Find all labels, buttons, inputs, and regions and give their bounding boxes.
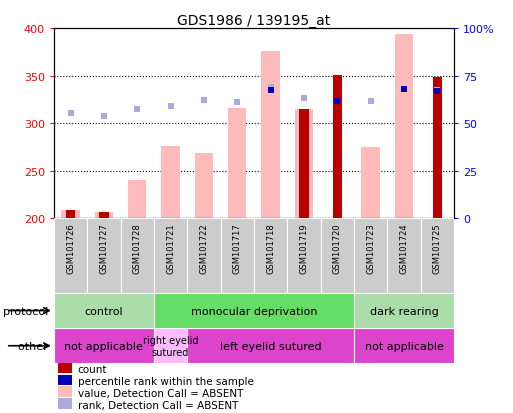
Text: GSM101718: GSM101718 xyxy=(266,223,275,273)
Bar xyxy=(262,52,280,219)
Text: not applicable: not applicable xyxy=(365,341,443,351)
Bar xyxy=(228,109,246,219)
Bar xyxy=(154,328,187,363)
Bar xyxy=(354,219,387,293)
Text: GSM101727: GSM101727 xyxy=(100,223,108,273)
Bar xyxy=(287,219,321,293)
Bar xyxy=(66,210,75,219)
Bar xyxy=(54,293,154,328)
Bar xyxy=(295,110,313,219)
Bar xyxy=(58,399,72,409)
Bar xyxy=(62,210,80,219)
Bar xyxy=(58,387,72,397)
Bar xyxy=(321,219,354,293)
Bar xyxy=(162,147,180,219)
Bar xyxy=(195,153,213,219)
Title: GDS1986 / 139195_at: GDS1986 / 139195_at xyxy=(177,14,330,28)
Bar xyxy=(432,77,442,219)
Text: GSM101717: GSM101717 xyxy=(233,223,242,273)
Text: percentile rank within the sample: percentile rank within the sample xyxy=(78,376,254,386)
Bar xyxy=(421,219,454,293)
Text: rank, Detection Call = ABSENT: rank, Detection Call = ABSENT xyxy=(78,400,238,410)
Bar xyxy=(154,219,187,293)
Bar xyxy=(354,293,454,328)
Bar xyxy=(254,219,287,293)
Text: GSM101719: GSM101719 xyxy=(300,223,308,273)
Text: GSM101726: GSM101726 xyxy=(66,223,75,273)
Text: GSM101721: GSM101721 xyxy=(166,223,175,273)
Text: control: control xyxy=(85,306,123,316)
Bar xyxy=(121,219,154,293)
Bar xyxy=(87,219,121,293)
Text: right eyelid
sutured: right eyelid sutured xyxy=(143,335,199,357)
Bar xyxy=(187,219,221,293)
Text: GSM101723: GSM101723 xyxy=(366,223,375,273)
Bar xyxy=(54,219,87,293)
Bar xyxy=(187,328,354,363)
Text: value, Detection Call = ABSENT: value, Detection Call = ABSENT xyxy=(78,388,243,398)
Bar xyxy=(332,76,342,219)
Text: GSM101725: GSM101725 xyxy=(433,223,442,273)
Text: dark rearing: dark rearing xyxy=(369,306,439,316)
Text: GSM101722: GSM101722 xyxy=(200,223,208,273)
Bar xyxy=(154,293,354,328)
Bar xyxy=(95,212,113,219)
Text: protocol: protocol xyxy=(3,306,51,316)
Bar xyxy=(362,148,380,219)
Bar xyxy=(128,181,146,219)
Text: GSM101728: GSM101728 xyxy=(133,223,142,273)
Text: GSM101724: GSM101724 xyxy=(400,223,408,273)
Bar xyxy=(221,219,254,293)
Text: GSM101720: GSM101720 xyxy=(333,223,342,273)
Text: count: count xyxy=(78,364,107,374)
Bar xyxy=(387,219,421,293)
Bar xyxy=(58,363,72,373)
Text: other: other xyxy=(18,341,51,351)
Bar xyxy=(58,375,72,385)
Bar xyxy=(299,110,309,219)
Text: left eyelid sutured: left eyelid sutured xyxy=(220,341,322,351)
Text: not applicable: not applicable xyxy=(65,341,143,351)
Bar xyxy=(54,328,154,363)
Bar xyxy=(99,212,109,219)
Bar xyxy=(395,35,413,219)
Text: monocular deprivation: monocular deprivation xyxy=(191,306,317,316)
Bar xyxy=(354,328,454,363)
